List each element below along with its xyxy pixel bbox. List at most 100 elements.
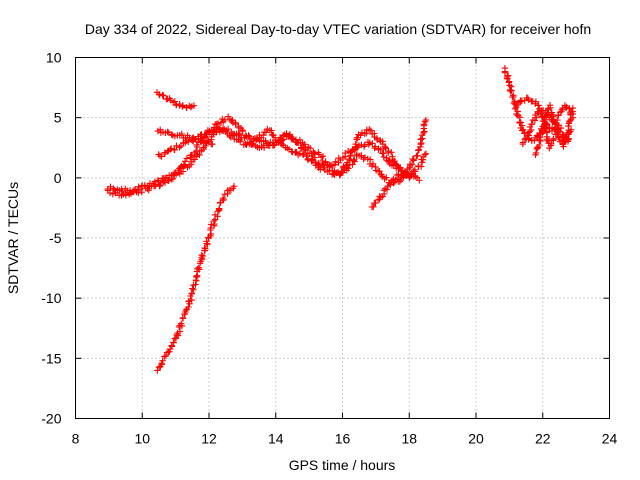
data-point (377, 146, 384, 153)
data-point (346, 155, 353, 163)
data-point (164, 128, 171, 136)
data-point (532, 98, 540, 105)
data-point (352, 141, 359, 148)
data-mark-layer (104, 64, 576, 374)
x-tick-label: 14 (268, 431, 284, 447)
data-point (301, 146, 308, 154)
data-point (563, 133, 570, 140)
data-point (567, 111, 574, 119)
series-track-2 (104, 125, 413, 199)
x-tick-label: 12 (201, 431, 217, 447)
data-point (421, 128, 428, 135)
data-point (361, 154, 369, 161)
data-point (331, 161, 339, 168)
data-point (152, 181, 160, 188)
data-point (372, 143, 379, 150)
data-point (185, 138, 192, 145)
data-point (187, 103, 194, 111)
data-point (547, 104, 554, 111)
series-track-1 (104, 113, 430, 196)
data-point (141, 182, 148, 189)
data-point (536, 136, 543, 144)
data-point (219, 125, 227, 132)
data-point (311, 150, 319, 157)
data-point (230, 183, 238, 190)
data-point (154, 367, 161, 374)
data-point (110, 185, 117, 192)
data-point (179, 314, 186, 322)
data-point (326, 162, 334, 169)
x-tick-label: 18 (401, 431, 417, 447)
data-point (414, 152, 421, 159)
data-point (506, 86, 514, 94)
data-point (552, 124, 560, 131)
data-point (388, 177, 396, 184)
data-point (528, 126, 535, 134)
data-point (193, 273, 200, 281)
data-point (268, 127, 275, 134)
plot-frame (75, 57, 610, 419)
data-point (543, 112, 550, 119)
data-point (554, 127, 561, 134)
data-point (421, 151, 429, 158)
data-point (169, 175, 177, 183)
data-point (235, 130, 242, 137)
data-point (162, 352, 169, 360)
data-point (350, 157, 357, 164)
data-point (542, 119, 549, 126)
data-point (358, 152, 365, 160)
data-point (170, 339, 177, 346)
data-point (145, 187, 152, 194)
data-point (191, 156, 198, 163)
data-point (528, 120, 535, 128)
data-point (422, 116, 430, 124)
data-point (168, 131, 175, 138)
y-axis-label: SDTVAR / TECUs (5, 182, 21, 294)
data-point (535, 102, 542, 109)
data-point (237, 138, 244, 145)
data-point (199, 252, 206, 260)
data-point (369, 140, 376, 147)
series-track-7 (368, 170, 423, 211)
series-track-3 (155, 116, 430, 187)
x-tick-label: 10 (134, 431, 150, 447)
data-point (260, 144, 268, 151)
data-point (372, 199, 379, 207)
data-point (301, 141, 308, 148)
data-point (185, 303, 192, 311)
data-point (280, 136, 287, 143)
x-tick-label: 22 (535, 431, 551, 447)
data-point (367, 127, 374, 134)
data-point (332, 158, 339, 165)
data-point (415, 147, 422, 154)
data-point (505, 79, 512, 86)
data-point (160, 92, 167, 99)
data-point (293, 148, 300, 156)
data-point (210, 217, 218, 225)
data-point (360, 143, 368, 150)
data-point (408, 161, 416, 168)
data-point (523, 135, 530, 143)
y-tick-label: 5 (54, 110, 62, 126)
data-point (366, 126, 373, 133)
data-point (216, 205, 223, 212)
data-point (260, 132, 267, 139)
data-point (166, 348, 173, 355)
data-point (548, 140, 555, 148)
data-point (183, 155, 190, 162)
data-point (569, 104, 576, 112)
data-point (221, 116, 229, 124)
data-point (188, 296, 195, 304)
data-point (202, 245, 209, 252)
data-point (262, 129, 270, 136)
x-tick-label: 16 (335, 431, 351, 447)
chart-title: Day 334 of 2022, Sidereal Day-to-day VTE… (85, 21, 591, 37)
data-point (271, 141, 278, 148)
data-point (377, 171, 385, 179)
series-track-6 (154, 183, 238, 374)
data-point (207, 224, 214, 232)
data-point (122, 192, 130, 199)
data-point (202, 142, 209, 150)
data-point (416, 177, 423, 184)
data-point (239, 128, 246, 135)
